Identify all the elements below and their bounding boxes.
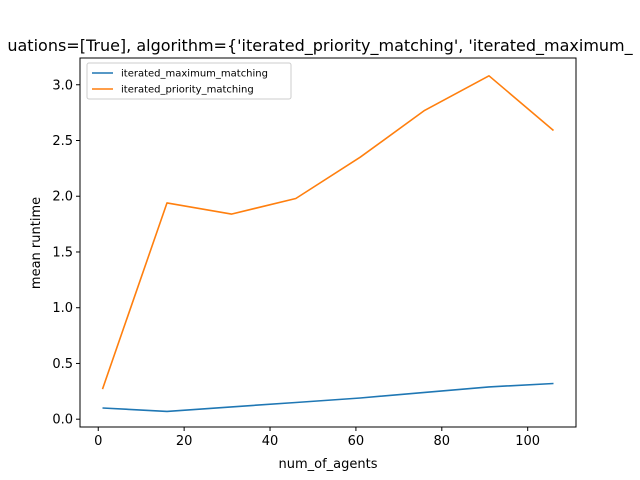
x-axis-label: num_of_agents [279,457,378,472]
series-line-iterated-priority-matching [101,75,555,390]
legend-box [86,62,292,100]
y-tick-label: 1.5 [52,245,73,260]
plot-area [79,57,577,428]
y-axis-label: mean runtime [29,197,44,289]
y-axis: 0.0 0.5 1.0 1.5 2.0 2.5 3.0 [52,78,80,428]
x-tick-label: 100 [515,434,540,449]
legend-label: iterated_maximum_matching [121,69,268,80]
chart-title: uations=[True], algorithm={'iterated_pri… [7,36,633,56]
y-tick-label: 1.0 [52,301,73,316]
x-tick-label: 20 [176,434,193,449]
x-tick-label: 40 [262,434,279,449]
x-tick-label: 0 [94,434,102,449]
y-tick-label: 0.5 [52,357,73,372]
y-tick-label: 2.0 [52,190,73,205]
plot-frame [79,57,577,428]
legend: iterated_maximum_matching iterated_priori… [86,62,292,100]
y-tick-label: 0.0 [52,413,73,428]
series-line-iterated-maximum-matching [102,382,554,413]
x-tick-label: 60 [348,434,365,449]
legend-label: iterated_priority_matching [121,85,254,96]
y-tick-label: 2.5 [52,134,73,149]
x-tick-label: 80 [434,434,451,449]
y-tick-label: 3.0 [52,78,73,93]
x-axis: 0 20 40 60 80 100 [94,427,540,449]
series-lines [101,75,555,413]
